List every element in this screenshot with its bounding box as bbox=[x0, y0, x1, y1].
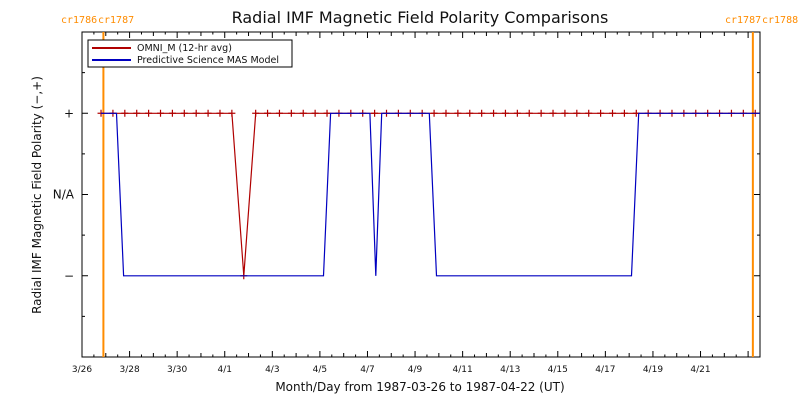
data-point-omni bbox=[192, 109, 200, 117]
data-point-omni bbox=[501, 109, 509, 117]
legend-label-omni: OMNI_M (12-hr avg) bbox=[137, 43, 232, 54]
data-point-omni bbox=[585, 109, 593, 117]
data-point-omni bbox=[597, 109, 605, 117]
cr-label-right-2: cr1788 bbox=[762, 15, 798, 26]
data-point-omni bbox=[323, 109, 331, 117]
data-point-omni bbox=[228, 109, 236, 117]
legend: OMNI_M (12-hr avg) Predictive Science MA… bbox=[87, 39, 293, 68]
data-point-omni bbox=[145, 109, 153, 117]
x-tick-label: 4/19 bbox=[643, 365, 663, 375]
data-point-omni bbox=[478, 109, 486, 117]
data-point-omni bbox=[311, 109, 319, 117]
data-point-omni bbox=[252, 109, 260, 117]
x-tick-label: 3/28 bbox=[119, 365, 139, 375]
data-point-omni bbox=[537, 109, 545, 117]
x-tick-label: 4/13 bbox=[500, 365, 520, 375]
plot-area: 3/26 3/28 3/30 4/1 4/3 4/5 4/7 4/9 4/11 4/13 4/15 4… bbox=[53, 31, 761, 375]
plot-frame bbox=[81, 31, 761, 358]
x-tick-label: 4/5 bbox=[313, 365, 327, 375]
legend-box bbox=[87, 39, 293, 68]
data-point-omni bbox=[573, 109, 581, 117]
x-tick-label: 4/7 bbox=[360, 365, 374, 375]
data-point-omni bbox=[620, 109, 628, 117]
data-point-omni bbox=[133, 109, 141, 117]
data-point-omni bbox=[513, 109, 521, 117]
data-point-omni bbox=[442, 109, 450, 117]
x-tick-label: 4/15 bbox=[548, 365, 568, 375]
x-tick-label: 4/17 bbox=[595, 365, 615, 375]
y-tick-label: N/A bbox=[53, 188, 75, 202]
x-tick-label: 4/9 bbox=[408, 365, 423, 375]
x-tick-label: 3/26 bbox=[72, 365, 92, 375]
data-point-omni bbox=[549, 109, 557, 117]
cr-label-right-1: cr1787 bbox=[98, 15, 134, 26]
legend-label-mas: Predictive Science MAS Model bbox=[137, 55, 279, 66]
data-point-omni bbox=[168, 109, 176, 117]
data-point-omni bbox=[121, 109, 129, 117]
cr-label-left-2: cr1787 bbox=[725, 15, 761, 26]
x-tick-label: 4/3 bbox=[265, 365, 279, 375]
cr-label-left-1: cr1786 bbox=[61, 15, 97, 26]
data-point-omni bbox=[466, 109, 474, 117]
data-point-omni bbox=[264, 109, 272, 117]
data-point-omni bbox=[525, 109, 533, 117]
y-axis-label: Radial IMF Magnetic Field Polarity (−,+) bbox=[30, 76, 44, 314]
data-point-omni bbox=[490, 109, 498, 117]
data-point-omni bbox=[275, 109, 283, 117]
x-tick-label: 4/21 bbox=[690, 365, 710, 375]
data-point-omni bbox=[287, 109, 295, 117]
y-tick-label: − bbox=[64, 269, 74, 283]
chart-title: Radial IMF Magnetic Field Polarity Compa… bbox=[232, 8, 609, 27]
data-point-omni bbox=[561, 109, 569, 117]
x-tick-label: 3/30 bbox=[167, 365, 187, 375]
data-point-omni bbox=[204, 109, 212, 117]
data-point-omni bbox=[299, 109, 307, 117]
x-axis-label: Month/Day from 1987-03-26 to 1987-04-22 … bbox=[275, 380, 564, 394]
data-point-omni bbox=[216, 109, 224, 117]
data-point-omni bbox=[180, 109, 188, 117]
data-point-omni bbox=[371, 109, 379, 117]
y-tick-label: + bbox=[64, 106, 74, 120]
x-tick-label: 4/11 bbox=[453, 365, 473, 375]
x-tick-label: 4/1 bbox=[217, 365, 231, 375]
series-line-omni bbox=[101, 112, 756, 276]
data-point-omni bbox=[609, 109, 617, 117]
data-point-omni bbox=[430, 109, 438, 117]
data-point-omni bbox=[454, 109, 462, 117]
series-line-mas bbox=[101, 112, 760, 277]
data-point-omni bbox=[157, 109, 165, 117]
